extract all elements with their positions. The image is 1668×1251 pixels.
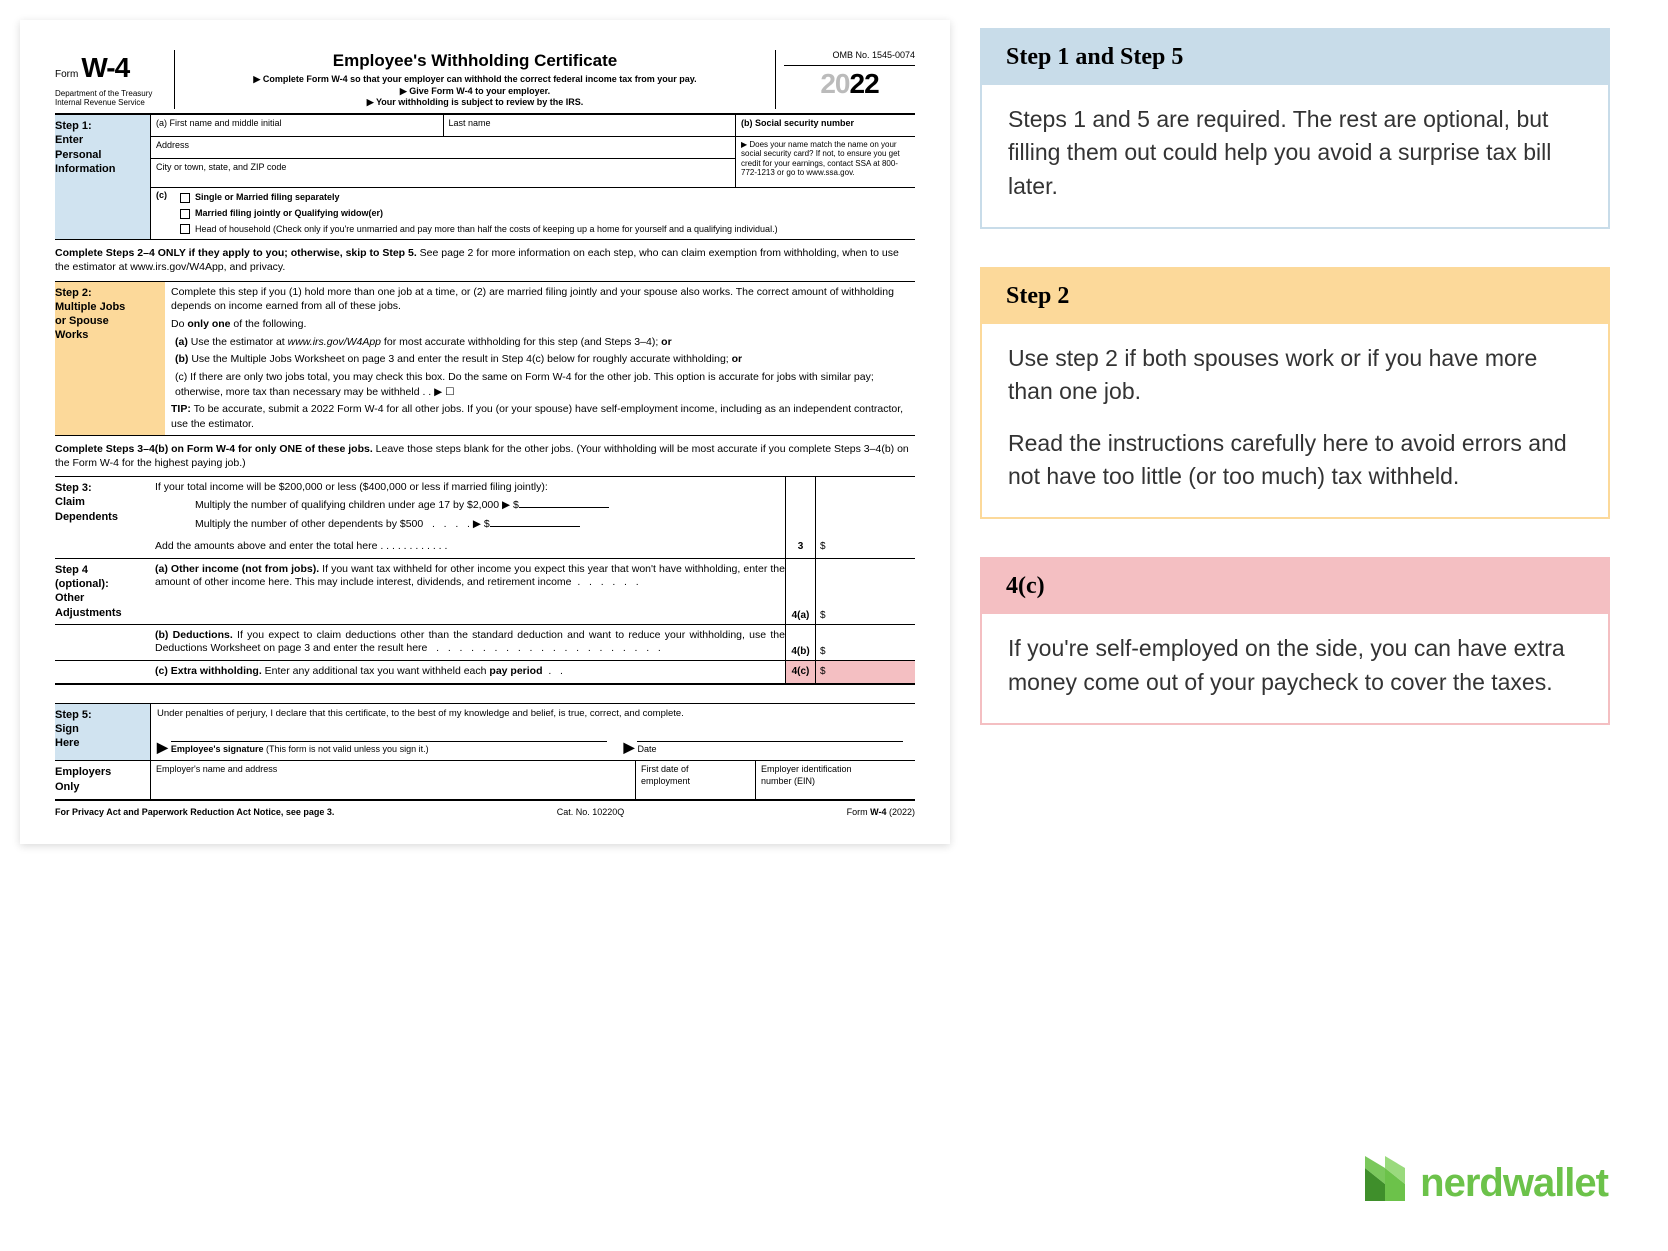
- instruction-steps-2-4: Complete Steps 2–4 ONLY if they apply to…: [55, 240, 915, 280]
- perjury-statement: Under penalties of perjury, I declare th…: [157, 708, 909, 720]
- step4a-text: (a) Other income (not from jobs). If you…: [155, 559, 785, 624]
- field-ssn: (b) Social security number: [735, 115, 915, 137]
- step2-section: Step 2: Multiple Jobs or Spouse Works Co…: [55, 281, 915, 436]
- step3-label: Step 3: Claim Dependents: [55, 477, 155, 536]
- date-label: Date: [637, 741, 902, 756]
- year-prefix: 20: [820, 68, 849, 99]
- filing-married: Married filing jointly or Qualifying wid…: [195, 208, 383, 220]
- year-suffix: 22: [850, 68, 879, 99]
- filing-c-label: (c): [156, 190, 167, 237]
- step2-intro: Complete this step if you (1) hold more …: [171, 285, 915, 314]
- form-subtitle-1: ▶ Complete Form W-4 so that your employe…: [185, 74, 765, 86]
- form-subtitle-3: ▶ Your withholding is subject to review …: [185, 97, 765, 109]
- employer-name-field: Employer's name and address: [150, 761, 635, 799]
- card-step2-title: Step 2: [982, 269, 1608, 324]
- field-address: Address: [150, 137, 735, 159]
- step3-line-number: 3: [785, 536, 815, 558]
- step4c-line-number: 4(c): [785, 661, 815, 683]
- employers-only-label: Employers Only: [55, 761, 150, 799]
- card-step2-body-1: Use step 2 if both spouses work or if yo…: [1008, 342, 1582, 409]
- explainer-sidebar: Step 1 and Step 5 Steps 1 and 5 are requ…: [980, 20, 1610, 844]
- instruction-steps-3-4: Complete Steps 3–4(b) on Form W-4 for on…: [55, 436, 915, 476]
- card-4c-title: 4(c): [982, 559, 1608, 614]
- form-label-text: Form: [55, 69, 78, 80]
- filing-single: Single or Married filing separately: [195, 192, 340, 204]
- step4a-line-number: 4(a): [786, 609, 815, 622]
- field-last-name: Last name: [443, 115, 736, 137]
- step2-tip: TIP: To be accurate, submit a 2022 Form …: [171, 402, 915, 431]
- step4a-amount: $: [820, 609, 826, 622]
- step5-section: Step 5: Sign Here Under penalties of per…: [55, 703, 915, 762]
- card-4c-body: If you're self-employed on the side, you…: [982, 614, 1608, 723]
- date-arrow-icon: ▶: [624, 739, 635, 755]
- form-footer-id: Form W-4 (2022): [847, 807, 915, 819]
- first-date-employment-field: First date of employment: [635, 761, 755, 799]
- nerdwallet-logo: nerdwallet: [1360, 1156, 1608, 1211]
- form-title: Employee's Withholding Certificate: [185, 50, 765, 72]
- nerdwallet-wordmark: nerdwallet: [1420, 1161, 1608, 1206]
- nerdwallet-icon: [1360, 1156, 1410, 1211]
- privacy-notice: For Privacy Act and Paperwork Reduction …: [55, 807, 334, 819]
- card-step2: Step 2 Use step 2 if both spouses work o…: [980, 267, 1610, 519]
- ein-field: Employer identification number (EIN): [755, 761, 915, 799]
- step3-total: Add the amounts above and enter the tota…: [155, 536, 785, 558]
- step4-label: Step 4 (optional): Other Adjustments: [55, 559, 155, 624]
- card-step1-body: Steps 1 and 5 are required. The rest are…: [982, 85, 1608, 227]
- step4c-text: (c) Extra withholding. Enter any additio…: [155, 661, 785, 683]
- field-city: City or town, state, and ZIP code: [150, 159, 735, 187]
- checkbox-married-joint[interactable]: [180, 209, 190, 219]
- form-header: Form W-4 Department of the Treasury Inte…: [55, 50, 915, 115]
- checkbox-head-household[interactable]: [180, 224, 190, 234]
- step4b-amount: $: [820, 645, 826, 658]
- step4b-line-number: 4(b): [786, 645, 815, 658]
- form-footer: For Privacy Act and Paperwork Reduction …: [55, 801, 915, 819]
- step3-section: Step 3: Claim Dependents If your total i…: [55, 476, 915, 559]
- step3-intro: If your total income will be $200,000 or…: [155, 481, 785, 495]
- ssn-match-note: ▶ Does your name match the name on your …: [735, 137, 915, 187]
- step2-option-b: (b) Use the Multiple Jobs Worksheet on p…: [171, 352, 915, 367]
- step2-option-a: (a) Use the estimator at www.irs.gov/W4A…: [171, 335, 915, 350]
- w4-form-document: Form W-4 Department of the Treasury Inte…: [20, 20, 950, 844]
- step5-label: Step 5: Sign Here: [55, 704, 150, 761]
- form-subtitle-2: ▶ Give Form W-4 to your employer.: [185, 86, 765, 98]
- employers-only-section: Employers Only Employer's name and addre…: [55, 761, 915, 801]
- form-number: W-4: [81, 52, 129, 83]
- signature-arrow-icon: ▶: [157, 739, 168, 755]
- step3-amount: $: [815, 536, 915, 558]
- step2-do-one: Do only one of the following.: [171, 317, 915, 332]
- form-department: Department of the Treasury Internal Reve…: [55, 90, 166, 108]
- step3-children: Multiply the number of qualifying childr…: [155, 499, 785, 513]
- step3-other-dep: Multiply the number of other dependents …: [155, 518, 785, 532]
- checkbox-single[interactable]: [180, 193, 190, 203]
- card-step1-title: Step 1 and Step 5: [982, 30, 1608, 85]
- filing-hoh: Head of household (Check only if you're …: [195, 224, 778, 236]
- step1-section: Step 1: Enter Personal Information (a) F…: [55, 115, 915, 240]
- cat-number: Cat. No. 10220Q: [557, 807, 625, 819]
- card-step1-step5: Step 1 and Step 5 Steps 1 and 5 are requ…: [980, 28, 1610, 229]
- omb-number: OMB No. 1545-0074: [784, 50, 915, 66]
- card-step2-body-2: Read the instructions carefully here to …: [1008, 427, 1582, 494]
- card-4c: 4(c) If you're self-employed on the side…: [980, 557, 1610, 725]
- step4-section: Step 4 (optional): Other Adjustments (a)…: [55, 559, 915, 685]
- step2-label: Step 2: Multiple Jobs or Spouse Works: [55, 282, 165, 435]
- step4b-text: (b) Deductions. If you expect to claim d…: [155, 625, 785, 660]
- step1-label: Step 1: Enter Personal Information: [55, 115, 150, 239]
- step4c-amount: $: [815, 661, 915, 683]
- field-first-name: (a) First name and middle initial: [150, 115, 443, 137]
- step2-option-c: (c) If there are only two jobs total, yo…: [171, 370, 915, 399]
